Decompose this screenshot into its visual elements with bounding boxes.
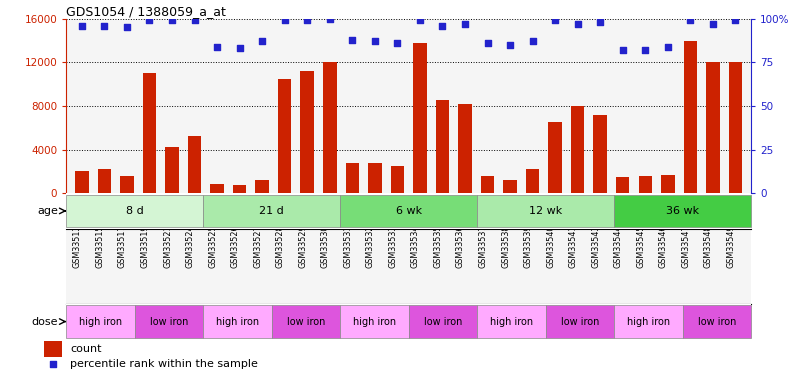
Bar bbox=[477, 305, 546, 338]
Point bbox=[481, 40, 494, 46]
Bar bbox=[729, 62, 742, 193]
Text: 8 d: 8 d bbox=[126, 206, 143, 216]
Bar bbox=[210, 184, 224, 193]
Bar bbox=[480, 176, 494, 193]
Point bbox=[120, 24, 133, 30]
Bar bbox=[706, 62, 720, 193]
Point bbox=[76, 23, 89, 29]
Bar bbox=[256, 180, 269, 193]
Text: dose: dose bbox=[31, 316, 58, 327]
Point bbox=[459, 21, 472, 27]
Bar bbox=[66, 195, 203, 227]
Point bbox=[210, 44, 223, 50]
Bar bbox=[346, 163, 359, 193]
Text: age: age bbox=[37, 206, 58, 216]
Text: high iron: high iron bbox=[627, 316, 670, 327]
Bar bbox=[503, 180, 517, 193]
Text: high iron: high iron bbox=[216, 316, 259, 327]
Point bbox=[233, 45, 246, 51]
Text: 36 wk: 36 wk bbox=[666, 206, 700, 216]
Point bbox=[278, 18, 291, 24]
Bar bbox=[683, 305, 751, 338]
Text: percentile rank within the sample: percentile rank within the sample bbox=[70, 359, 258, 369]
Point bbox=[436, 23, 449, 29]
Point bbox=[368, 38, 381, 44]
Bar bbox=[301, 71, 314, 193]
Point bbox=[346, 37, 359, 43]
Text: 6 wk: 6 wk bbox=[396, 206, 422, 216]
Bar bbox=[44, 341, 62, 357]
Bar bbox=[546, 305, 614, 338]
Point bbox=[47, 361, 60, 367]
Bar bbox=[368, 163, 381, 193]
Bar bbox=[548, 122, 562, 193]
Point bbox=[323, 16, 336, 22]
Text: low iron: low iron bbox=[561, 316, 599, 327]
Bar bbox=[571, 106, 584, 193]
Point bbox=[684, 18, 697, 24]
Bar bbox=[459, 104, 472, 193]
Bar bbox=[593, 115, 607, 193]
Text: low iron: low iron bbox=[150, 316, 188, 327]
Bar bbox=[75, 171, 89, 193]
Text: low iron: low iron bbox=[424, 316, 462, 327]
Bar bbox=[233, 185, 247, 193]
Bar bbox=[98, 169, 111, 193]
Text: GDS1054 / 1388059_a_at: GDS1054 / 1388059_a_at bbox=[66, 4, 226, 18]
Bar bbox=[683, 40, 697, 193]
Point bbox=[549, 18, 562, 24]
Point bbox=[188, 18, 201, 24]
Point bbox=[256, 38, 268, 44]
Bar bbox=[661, 175, 675, 193]
Bar bbox=[203, 195, 340, 227]
Point bbox=[706, 21, 719, 27]
Bar bbox=[272, 305, 340, 338]
Point bbox=[391, 40, 404, 46]
Bar bbox=[526, 169, 539, 193]
Bar bbox=[120, 176, 134, 193]
Point bbox=[143, 18, 156, 24]
Bar bbox=[391, 166, 404, 193]
Point bbox=[617, 47, 629, 53]
Bar bbox=[278, 79, 292, 193]
Text: high iron: high iron bbox=[490, 316, 533, 327]
Point bbox=[594, 19, 607, 25]
Bar bbox=[135, 305, 203, 338]
Text: 12 wk: 12 wk bbox=[529, 206, 563, 216]
Text: 21 d: 21 d bbox=[260, 206, 284, 216]
Point bbox=[571, 21, 584, 27]
Bar bbox=[616, 177, 629, 193]
Point bbox=[639, 47, 652, 53]
Point bbox=[413, 18, 426, 24]
Point bbox=[729, 18, 742, 24]
Bar bbox=[409, 305, 477, 338]
Text: count: count bbox=[70, 344, 102, 354]
Bar bbox=[143, 73, 156, 193]
Point bbox=[98, 23, 111, 29]
Bar bbox=[323, 62, 337, 193]
Point bbox=[165, 18, 178, 24]
Bar bbox=[436, 100, 449, 193]
Point bbox=[504, 42, 517, 48]
Bar bbox=[66, 305, 135, 338]
Bar bbox=[638, 176, 652, 193]
Point bbox=[301, 18, 314, 24]
Bar bbox=[614, 195, 751, 227]
Text: high iron: high iron bbox=[79, 316, 122, 327]
Text: high iron: high iron bbox=[353, 316, 396, 327]
Bar bbox=[188, 136, 202, 193]
Bar bbox=[413, 43, 426, 193]
Bar bbox=[203, 305, 272, 338]
Text: low iron: low iron bbox=[698, 316, 736, 327]
Point bbox=[662, 44, 675, 50]
Bar bbox=[340, 305, 409, 338]
Text: low iron: low iron bbox=[287, 316, 325, 327]
Bar bbox=[477, 195, 614, 227]
Bar bbox=[340, 195, 477, 227]
Bar bbox=[614, 305, 683, 338]
Bar bbox=[165, 147, 179, 193]
Point bbox=[526, 38, 539, 44]
